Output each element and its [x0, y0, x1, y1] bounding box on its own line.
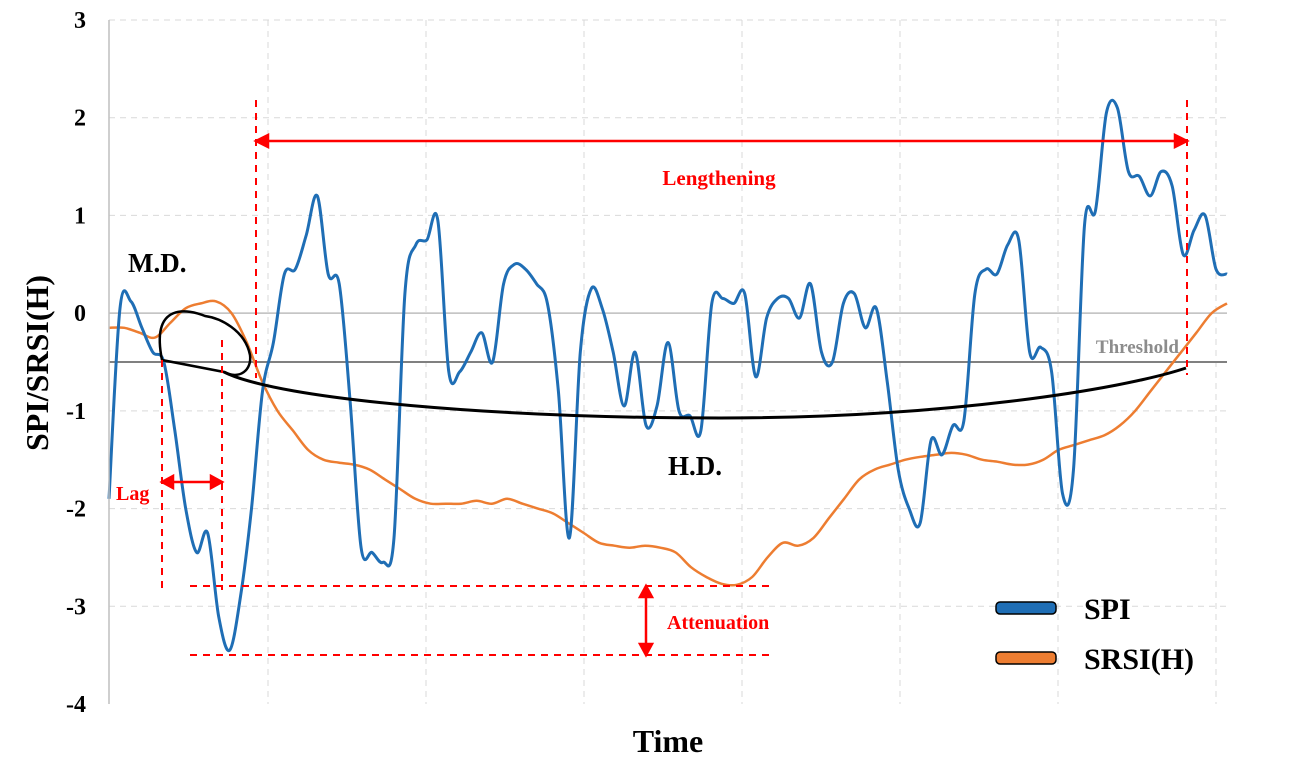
- y-tick-label: 0: [74, 301, 86, 327]
- y-tick-label: 3: [74, 8, 86, 34]
- x-axis-title: Time: [633, 723, 704, 759]
- attenuation-arrow-head-top: [637, 583, 655, 599]
- series-line-spi: [107, 98, 1228, 653]
- y-axis-title: SPI/SRSI(H): [19, 275, 55, 451]
- red-guides: [161, 100, 1188, 656]
- legend-swatch-srsi: [995, 651, 1057, 665]
- series-layer: [107, 98, 1228, 653]
- lag-arrow-head-right: [209, 473, 225, 491]
- attenuation-label: Attenuation: [667, 612, 769, 634]
- legend-label-srsi: SRSI(H): [1084, 643, 1194, 676]
- lag-label: Lag: [116, 483, 149, 505]
- y-tick-label: -3: [66, 594, 86, 620]
- series-line-srsi: [108, 299, 1228, 587]
- hd-event-curve: [223, 366, 1187, 420]
- attenuation-arrow-head-bottom: [637, 642, 655, 658]
- lengthening-label: Lengthening: [662, 166, 776, 190]
- y-tick-label: 1: [74, 203, 86, 229]
- y-tick-label: -2: [66, 497, 86, 523]
- threshold: Threshold: [109, 337, 1227, 363]
- md-label: M.D.: [128, 248, 186, 278]
- lengthening-arrow-head-left: [253, 132, 270, 150]
- legend-swatch-spi: [995, 601, 1057, 615]
- lag-arrow-head-left: [159, 473, 175, 491]
- y-tick-label: -4: [66, 692, 86, 718]
- hd-label: H.D.: [668, 451, 722, 481]
- threshold-label: Threshold: [1096, 337, 1180, 358]
- lengthening-arrow-head-right: [1173, 132, 1190, 150]
- y-tick-label: 2: [74, 106, 86, 132]
- red-arrows: [159, 132, 1190, 658]
- md-event-arc: [158, 310, 252, 377]
- legend: SPI SRSI(H): [995, 593, 1194, 676]
- legend-label-spi: SPI: [1084, 593, 1131, 626]
- y-tick-label: -1: [66, 399, 86, 425]
- y-tick-labels: 3 2 1 0 -1 -2 -3 -4: [66, 8, 86, 718]
